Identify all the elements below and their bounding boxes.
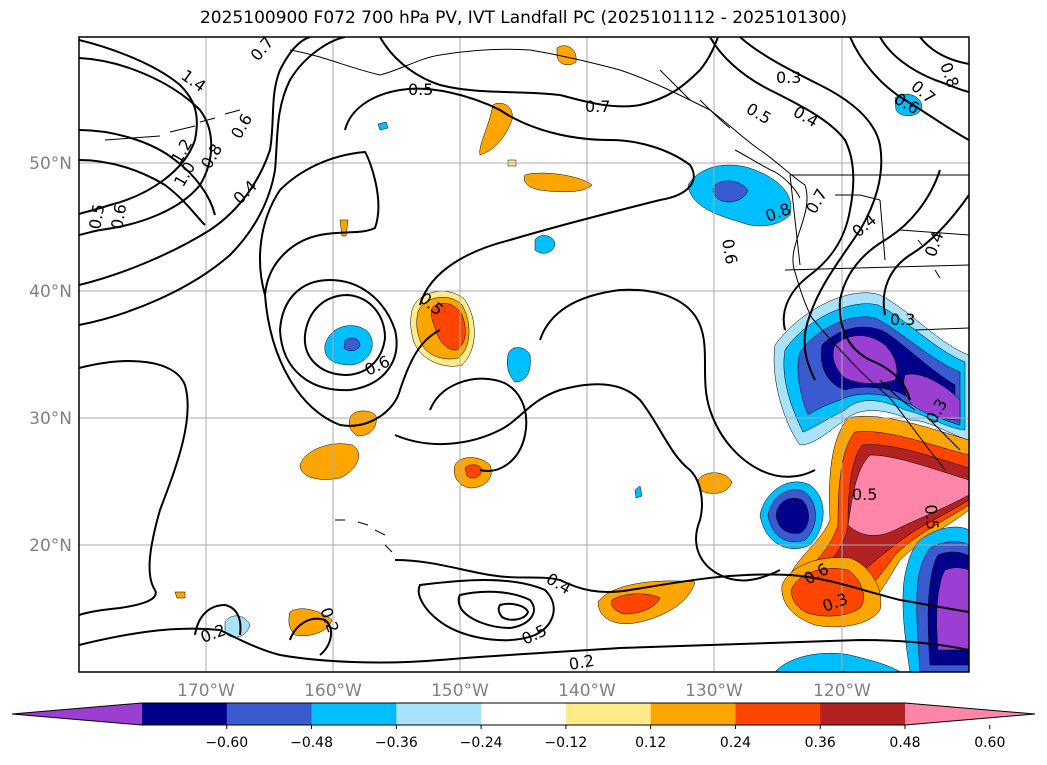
colorbar-swatch	[820, 703, 906, 725]
contour-label: 0.5	[921, 504, 942, 531]
colorbar-tick-label: 0.24	[720, 735, 751, 751]
lon-label: 130°W	[685, 681, 743, 701]
contour-label: 0.3	[776, 68, 801, 87]
contour-label: 0.5	[852, 485, 877, 504]
colorbar-tick-label: −0.60	[205, 735, 248, 751]
colorbar-tick-label: −0.12	[544, 735, 587, 751]
lat-label: 20°N	[29, 536, 72, 556]
map-frame	[78, 36, 970, 673]
colorbar-tick-label: 0.12	[635, 735, 666, 751]
colorbar-tick-label: −0.24	[460, 735, 503, 751]
colorbar-swatch	[142, 703, 228, 725]
map-title: 2025100900 F072 700 hPa PV, IVT Landfall…	[199, 8, 847, 28]
contour-label: 0.7	[585, 97, 610, 116]
contour-label: 0.3	[890, 310, 915, 329]
lon-label: 140°W	[558, 681, 616, 701]
lat-label: 50°N	[29, 154, 72, 174]
latitude-labels: 50°N 40°N 30°N 20°N	[29, 154, 72, 556]
colorbar-tick-label: −0.36	[375, 735, 418, 751]
colorbar-outline	[11, 702, 1036, 726]
colorbar-swatch	[565, 703, 652, 725]
colorbar-swatch	[226, 703, 313, 725]
lon-label: 170°W	[177, 681, 235, 701]
colorbar-swatch	[481, 703, 567, 725]
pv-contours	[79, 37, 969, 664]
contour-label: 0.5	[85, 202, 108, 230]
lat-label: 40°N	[29, 282, 72, 302]
colorbar-swatch	[650, 703, 736, 725]
colorbar-extend-low	[12, 703, 142, 725]
longitude-labels: 170°W 160°W 150°W 140°W 130°W 120°W	[177, 681, 871, 701]
colorbar-tick-label: 0.48	[889, 735, 920, 751]
colorbar-tick-label: −0.48	[290, 735, 333, 751]
lon-label: 120°W	[813, 681, 871, 701]
colorbar: −0.60 −0.48 −0.36 −0.24 −0.12 0.12 0.24 0.36 0.4…	[11, 702, 1036, 751]
colorbar-swatch	[311, 703, 397, 725]
contour-label: 0.6	[107, 202, 130, 230]
contour-label: 0.2	[567, 651, 595, 674]
lon-label: 150°W	[431, 681, 489, 701]
lon-label: 160°W	[304, 681, 362, 701]
colorbar-swatch	[396, 703, 482, 725]
contour-label: 0.6	[718, 237, 741, 265]
map-panel: 1.4 0.7 0.5 0.7 0.3 0.5 0.4 0.6 0.7 0.8 …	[79, 37, 969, 674]
contour-label: 0.5	[408, 80, 433, 99]
gridlines	[79, 37, 969, 672]
lat-label: 30°N	[29, 409, 72, 429]
colorbar-extend-high	[905, 703, 1035, 725]
colorbar-tick-label: 0.60	[974, 735, 1005, 751]
shaded-anomalies	[174, 45, 969, 672]
colorbar-tick-label: 0.36	[805, 735, 836, 751]
colorbar-swatch	[735, 703, 821, 725]
